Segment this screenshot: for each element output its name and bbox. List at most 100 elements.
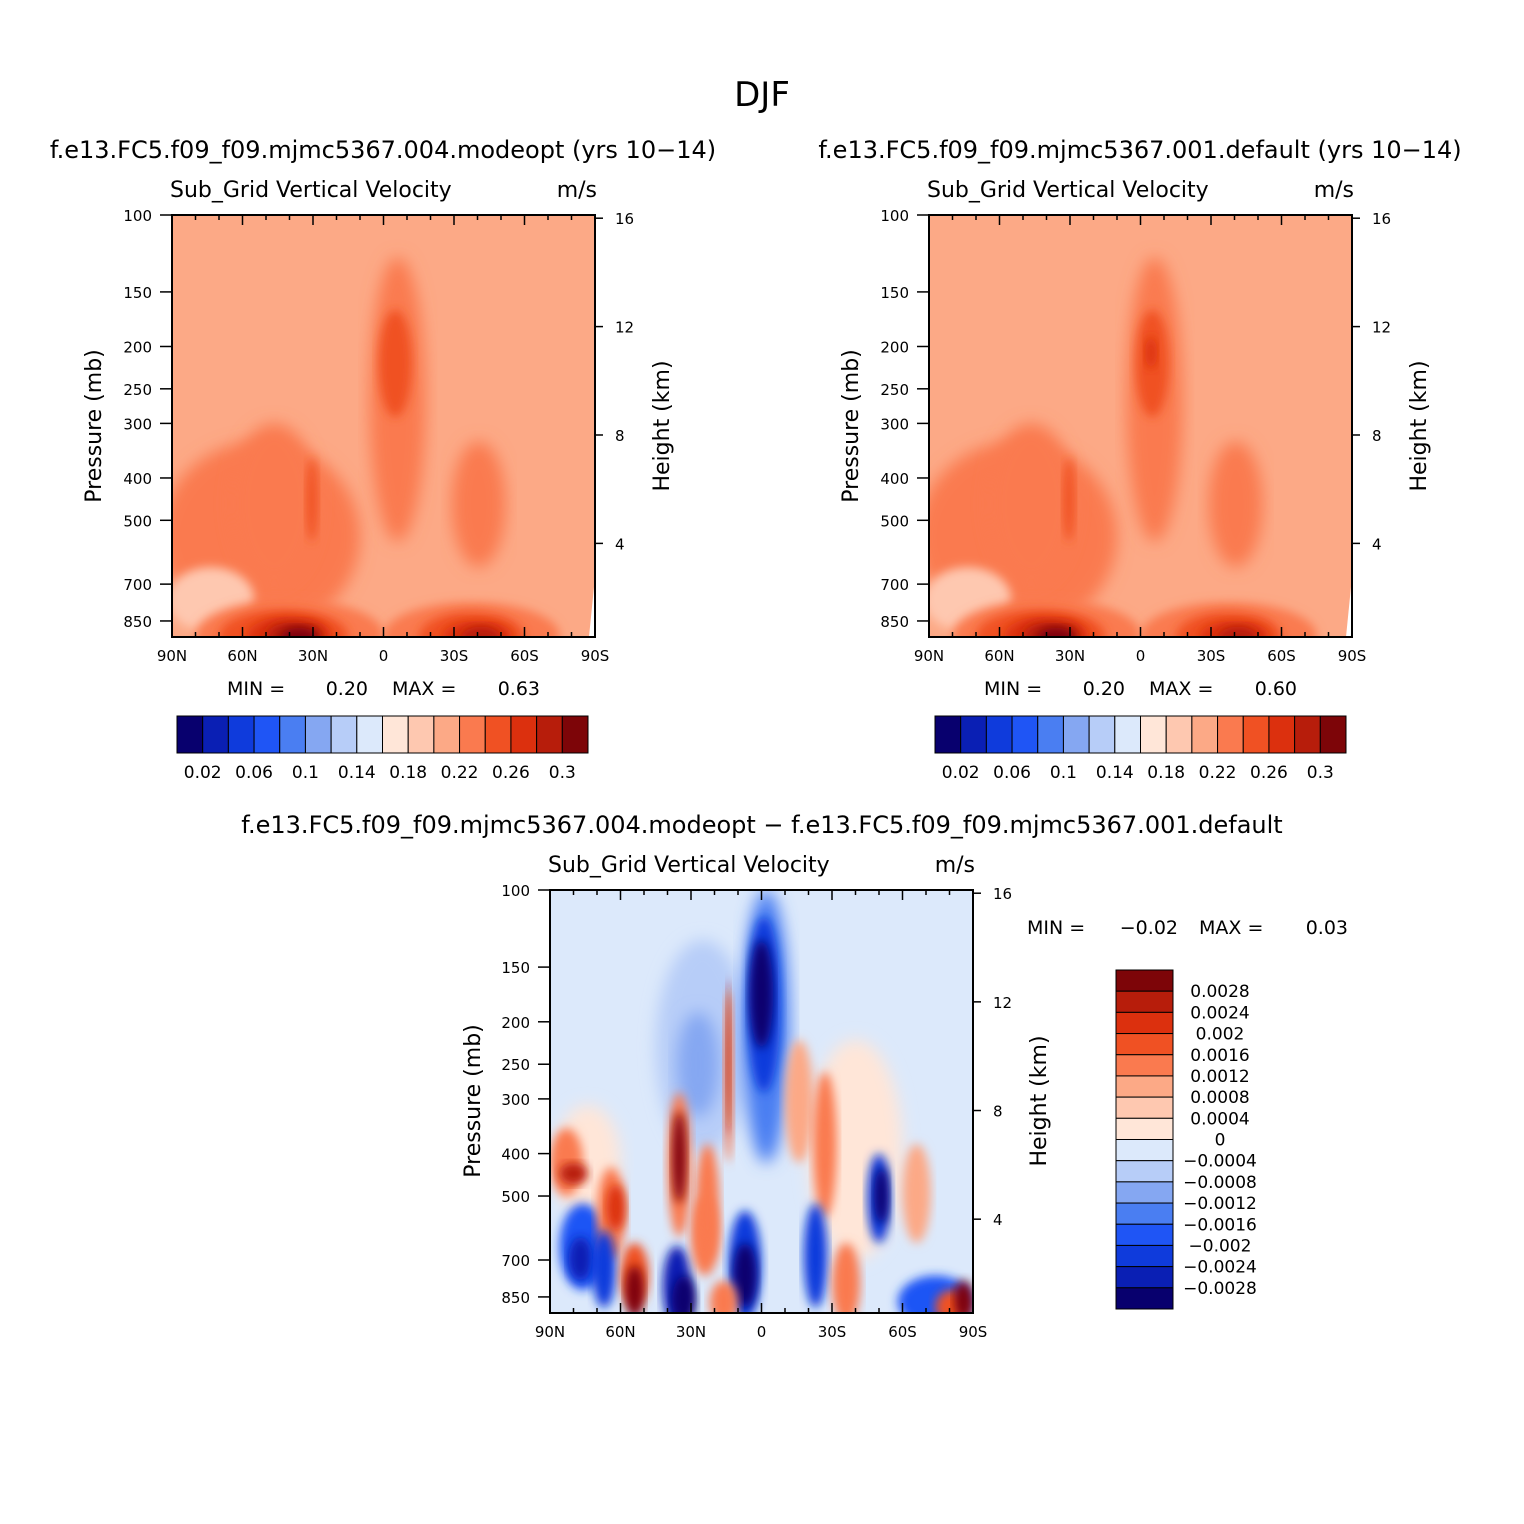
colorbar-label: 0.002 xyxy=(1196,1025,1245,1045)
y-tick-label: 700 xyxy=(880,576,909,594)
y-tick-label: 300 xyxy=(123,415,152,433)
colorbar-swatch xyxy=(1115,1287,1174,1310)
y-tick-label: 300 xyxy=(501,1091,530,1109)
colorbar-label: −0.0016 xyxy=(1183,1215,1257,1235)
colorbar-swatch xyxy=(407,715,435,754)
colorbar-label: −0.0024 xyxy=(1183,1258,1257,1278)
panel-subtitle: Sub_Grid Vertical Velocity xyxy=(548,853,830,878)
colorbar-swatch xyxy=(459,715,486,754)
colorbar-swatch xyxy=(561,715,589,754)
y2-axis-label: Height (km) xyxy=(1407,360,1432,491)
field-contour xyxy=(378,309,412,417)
contour-field xyxy=(550,890,973,1313)
max-label: MAX = xyxy=(1199,917,1263,939)
colorbar-swatch xyxy=(382,715,409,754)
y2-axis: 16 12 8 4 xyxy=(595,210,634,553)
colorbar: 0.00280.00240.0020.00160.00120.00080.000… xyxy=(1115,969,1257,1310)
panel-title: f.e13.FC5.f09_f09.mjmc5367.001.default (… xyxy=(818,136,1461,164)
x-tick-label: 90N xyxy=(157,647,187,665)
field-contour xyxy=(1218,626,1258,637)
field-contour xyxy=(451,441,506,568)
colorbar-swatch xyxy=(279,715,306,754)
colorbar-swatch xyxy=(1115,1223,1174,1246)
x-tick-label: 90N xyxy=(914,647,944,665)
min-label: MIN = xyxy=(984,678,1042,700)
field-missing xyxy=(1346,577,1352,637)
colorbar: 0.02 0.06 0.1 0.14 0.18 0.22 0.26 0.3 xyxy=(176,715,589,783)
colorbar-swatch xyxy=(1011,715,1039,754)
y-tick-label: 250 xyxy=(501,1056,530,1074)
colorbar-swatch xyxy=(1115,1075,1174,1098)
colorbar-label: 0.14 xyxy=(1096,763,1134,783)
colorbar-label: 0.18 xyxy=(1147,763,1185,783)
x-tick-label: 90N xyxy=(535,1323,565,1341)
colorbar-swatch xyxy=(1115,1202,1174,1225)
field-contour xyxy=(592,1230,616,1308)
x-axis: 90N 60N 30N 0 30S 60S 90S xyxy=(914,215,1366,665)
colorbar-swatch xyxy=(1037,715,1064,754)
colorbar-label: 0 xyxy=(1215,1131,1226,1151)
y2-tick-label: 8 xyxy=(615,427,625,445)
colorbar-label: 0.14 xyxy=(338,763,376,783)
colorbar-swatch xyxy=(1115,1266,1174,1289)
colorbar-label: 0.1 xyxy=(1050,763,1077,783)
min-label: MIN = xyxy=(1027,917,1085,939)
field-contour xyxy=(785,1039,814,1163)
colorbar-swatch xyxy=(1115,1181,1174,1204)
y-tick-label: 100 xyxy=(501,882,530,900)
y-axis: 100 150 200 250 300 400 500 700 850 xyxy=(880,207,929,631)
colorbar-label: 0.22 xyxy=(1199,763,1237,783)
max-label: MAX = xyxy=(392,678,456,700)
y2-axis-label: Height (km) xyxy=(650,360,675,491)
y2-tick-label: 16 xyxy=(615,210,634,228)
colorbar-swatch xyxy=(1294,715,1321,754)
colorbar-label: 0.3 xyxy=(549,763,576,783)
colorbar-swatch xyxy=(484,715,512,754)
field-contour xyxy=(672,1275,696,1313)
colorbar-label: 0.0004 xyxy=(1190,1109,1249,1129)
x-tick-label: 30S xyxy=(818,1323,847,1341)
y-tick-label: 400 xyxy=(880,470,909,488)
colorbar-swatch xyxy=(510,715,538,754)
field-contour xyxy=(305,457,318,542)
colorbar-swatch xyxy=(330,715,358,754)
y-tick-label: 850 xyxy=(880,613,909,631)
colorbar-label: −0.0008 xyxy=(1183,1173,1257,1193)
colorbar-label: 0.18 xyxy=(389,763,427,783)
field-contour xyxy=(1208,441,1263,568)
field-contour xyxy=(230,423,318,585)
y-tick-label: 400 xyxy=(123,470,152,488)
x-tick-label: 60N xyxy=(605,1323,635,1341)
panel-subtitle: Sub_Grid Vertical Velocity xyxy=(927,178,1209,203)
colorbar-label: 0.02 xyxy=(184,763,222,783)
y2-tick-label: 16 xyxy=(993,885,1012,903)
y-tick-label: 700 xyxy=(501,1252,530,1270)
y-tick-label: 150 xyxy=(501,959,530,977)
field-contour xyxy=(625,1265,644,1313)
field-contour xyxy=(568,1236,593,1281)
field-contour xyxy=(832,1242,861,1313)
colorbar-swatch xyxy=(227,715,255,754)
field-contour xyxy=(874,1167,889,1225)
y2-axis: 16 12 8 4 xyxy=(1352,210,1391,553)
colorbar-swatch xyxy=(960,715,987,754)
colorbar-swatch xyxy=(202,715,229,754)
x-tick-label: 0 xyxy=(1136,647,1146,665)
field-contour xyxy=(726,979,731,1134)
figure-title: DJF xyxy=(734,75,790,115)
min-value: −0.02 xyxy=(1120,917,1178,939)
x-tick-label: 30S xyxy=(1197,647,1226,665)
colorbar-swatch xyxy=(1115,1096,1174,1119)
colorbar-label: 0.0028 xyxy=(1190,982,1249,1002)
y-tick-label: 100 xyxy=(880,207,909,225)
colorbar-label: 0.0016 xyxy=(1190,1046,1249,1066)
panel-units: m/s xyxy=(557,178,597,203)
field-contour xyxy=(749,939,774,1049)
panel-modeopt: f.e13.FC5.f09_f09.mjmc5367.004.modeopt (… xyxy=(50,136,716,783)
colorbar-swatch xyxy=(1115,990,1174,1013)
colorbar-swatch xyxy=(1115,1011,1174,1035)
y-tick-label: 200 xyxy=(880,338,909,356)
x-tick-label: 90S xyxy=(581,647,610,665)
y-tick-label: 150 xyxy=(123,284,152,302)
